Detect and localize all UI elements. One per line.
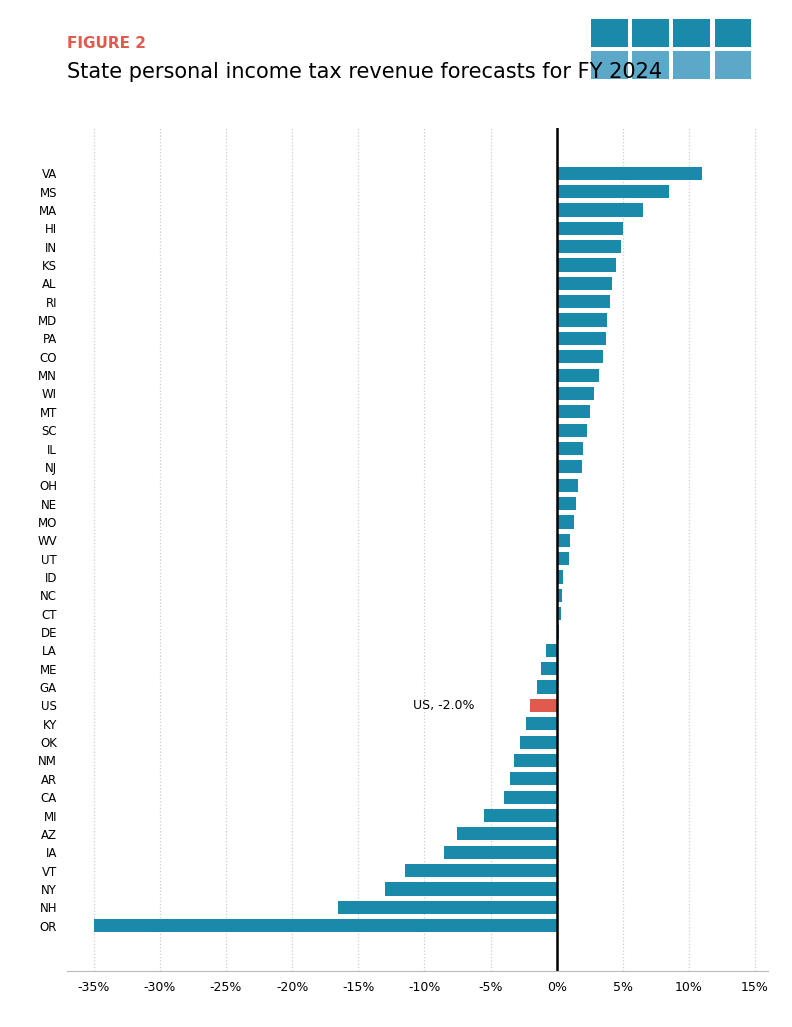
Bar xyxy=(520,735,557,749)
Bar xyxy=(557,350,603,364)
Bar xyxy=(557,442,583,455)
Bar xyxy=(557,332,606,345)
Bar xyxy=(714,51,752,79)
Bar xyxy=(557,516,574,529)
Text: #ffffff: #ffffff xyxy=(623,87,719,115)
Bar xyxy=(557,203,642,217)
Bar xyxy=(557,185,669,198)
Bar xyxy=(557,166,703,180)
Bar xyxy=(557,295,610,308)
Bar xyxy=(458,828,557,840)
Bar xyxy=(557,607,561,620)
Bar xyxy=(673,20,710,47)
Bar xyxy=(405,864,557,877)
Bar xyxy=(504,791,557,804)
Bar xyxy=(526,717,557,730)
Bar xyxy=(93,919,557,933)
Bar xyxy=(510,772,557,786)
Text: State personal income tax revenue forecasts for FY 2024: State personal income tax revenue foreca… xyxy=(67,62,662,81)
Text: US, -2.0%: US, -2.0% xyxy=(413,699,474,712)
Bar xyxy=(557,240,622,254)
Text: TPC: TPC xyxy=(645,90,698,114)
Bar xyxy=(673,51,710,79)
Bar xyxy=(514,754,557,767)
Bar xyxy=(557,460,582,473)
Bar xyxy=(591,51,628,79)
Bar xyxy=(557,534,570,546)
Bar xyxy=(557,369,599,382)
Bar xyxy=(557,553,569,565)
Bar xyxy=(557,313,607,327)
Bar xyxy=(557,588,562,602)
Bar xyxy=(484,809,557,823)
Bar xyxy=(557,259,616,271)
Bar xyxy=(557,497,577,510)
Bar xyxy=(530,698,557,712)
Bar xyxy=(557,222,623,235)
Bar xyxy=(385,882,557,896)
Bar xyxy=(714,20,752,47)
Text: FIGURE 2: FIGURE 2 xyxy=(67,36,147,51)
Bar xyxy=(632,51,669,79)
Bar xyxy=(537,681,557,693)
Bar xyxy=(557,423,587,436)
Bar xyxy=(444,845,557,859)
Bar xyxy=(546,644,557,657)
Bar xyxy=(557,276,612,290)
Bar xyxy=(338,901,557,914)
Bar xyxy=(541,662,557,676)
Bar xyxy=(557,570,563,583)
Bar xyxy=(557,387,594,401)
Bar xyxy=(557,625,559,639)
Bar xyxy=(557,406,590,418)
Bar xyxy=(557,479,578,492)
Bar xyxy=(591,20,628,47)
Bar xyxy=(632,20,669,47)
